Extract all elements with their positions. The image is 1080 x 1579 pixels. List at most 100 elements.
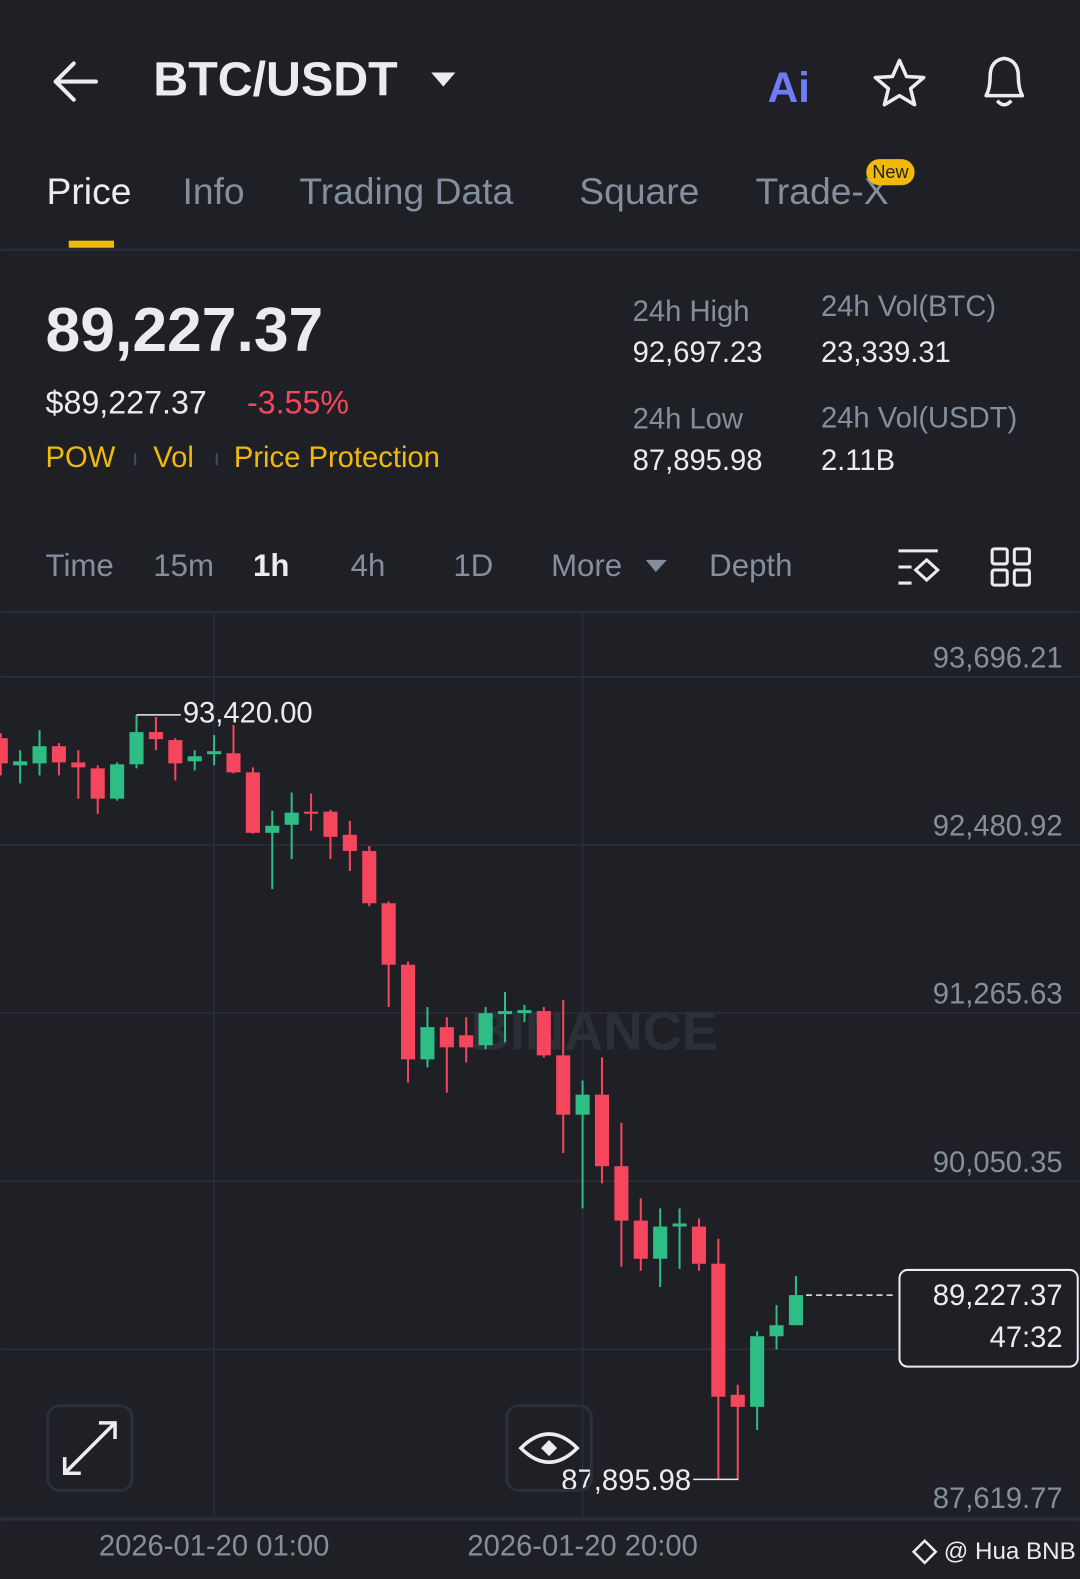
stat-value: 23,339.31 xyxy=(821,337,951,369)
last-price-box xyxy=(898,1268,1079,1368)
visibility-icon xyxy=(518,1432,580,1464)
visibility-button[interactable] xyxy=(505,1404,593,1492)
y-tick-label: 90,050.35 xyxy=(933,1147,1063,1179)
candle-body xyxy=(691,1226,707,1264)
interval[interactable]: 1D xyxy=(453,548,493,583)
candle-body xyxy=(0,738,8,764)
stat-value: 2.11B xyxy=(821,445,895,477)
last-price-label: 89,227.37 xyxy=(933,1280,1063,1312)
favorite-button[interactable] xyxy=(873,58,926,107)
candle-body xyxy=(672,1223,687,1227)
tab[interactable]: Info xyxy=(183,170,245,212)
candle-body xyxy=(769,1325,784,1337)
x-tick-label: 2026-01-20 01:00 xyxy=(99,1531,329,1563)
stat-label: 24h Vol(USDT) xyxy=(821,403,1017,435)
candle-body xyxy=(711,1263,726,1397)
y-tick-label: 92,480.92 xyxy=(933,810,1063,842)
y-tick-label: 91,265.63 xyxy=(933,979,1063,1011)
ai-button[interactable]: Ai xyxy=(768,64,810,111)
candle-body xyxy=(110,764,125,799)
candle-body xyxy=(497,1011,513,1015)
candle-body xyxy=(265,825,280,833)
fullscreen-icon xyxy=(62,1421,117,1476)
countdown: 47:32 xyxy=(990,1322,1063,1354)
credit: @ Hua BNB xyxy=(944,1538,1076,1565)
watermark: BINANCE xyxy=(471,1001,719,1062)
interval[interactable]: Time xyxy=(46,548,114,583)
layout-button[interactable] xyxy=(990,547,1031,587)
tab-indicator xyxy=(68,240,115,248)
candle-body xyxy=(575,1094,590,1115)
stat-value: 87,895.98 xyxy=(633,445,763,477)
fiat-price: $89,227.37 xyxy=(46,384,207,420)
interval[interactable]: 15m xyxy=(153,548,214,583)
visibility-icon xyxy=(541,1440,558,1457)
candle-body xyxy=(187,756,202,762)
candle-body xyxy=(400,964,416,1060)
candle-body xyxy=(594,1094,610,1167)
candle-body xyxy=(90,768,105,799)
interval[interactable]: 4h xyxy=(351,548,386,583)
tag[interactable]: Vol xyxy=(153,442,194,474)
candle-body xyxy=(323,811,338,837)
candle-body xyxy=(32,746,47,764)
separator xyxy=(134,453,137,466)
alert-button[interactable] xyxy=(984,56,1025,107)
x-tick-label: 2026-01-20 20:00 xyxy=(467,1531,697,1563)
pair-title[interactable]: BTC/USDT xyxy=(153,52,397,106)
candle-body xyxy=(284,812,299,825)
candle-body xyxy=(788,1295,803,1326)
price-change: -3.55% xyxy=(247,384,349,420)
logo xyxy=(911,1538,938,1565)
candle-body xyxy=(362,850,377,904)
more-dropdown[interactable] xyxy=(645,559,667,572)
back-button[interactable] xyxy=(53,61,98,102)
last-price: 89,227.37 xyxy=(46,295,324,365)
candle-body xyxy=(556,1055,571,1115)
candle-body xyxy=(478,1013,493,1046)
stat-label: 24h Vol(BTC) xyxy=(821,291,996,323)
candle-body xyxy=(536,1011,551,1056)
candle-body xyxy=(71,762,86,768)
pair-dropdown[interactable] xyxy=(431,72,456,87)
max-label: 93,420.00 xyxy=(183,698,313,730)
candle-body xyxy=(633,1220,648,1259)
tag[interactable]: POW xyxy=(46,442,116,474)
candle-body xyxy=(226,753,241,773)
interval[interactable]: 1h xyxy=(253,548,289,583)
candle-body xyxy=(653,1226,668,1259)
min-label: 87,895.98 xyxy=(561,1465,691,1497)
y-tick-label: 87,619.77 xyxy=(933,1483,1063,1515)
candle-body xyxy=(148,732,163,740)
candle-body xyxy=(342,834,357,851)
candle-body xyxy=(51,746,66,763)
candlestick-chart: BINANCE 93,696.21 92,480.92 91,265.63 90,050… xyxy=(0,612,1080,1563)
interval[interactable]: Depth xyxy=(709,548,792,583)
stat-value: 92,697.23 xyxy=(633,337,763,369)
candle-body xyxy=(420,1027,435,1060)
candle-body xyxy=(13,761,28,766)
candle-body xyxy=(245,772,260,833)
candle-body xyxy=(459,1035,474,1048)
separator xyxy=(215,453,218,466)
badge xyxy=(866,159,915,186)
candle-body xyxy=(304,811,319,814)
badge-text: New xyxy=(872,162,909,182)
tab[interactable]: Trade-X xyxy=(756,170,889,212)
indicator-button[interactable] xyxy=(898,549,938,585)
interval[interactable]: More xyxy=(551,548,622,583)
candle-body xyxy=(439,1027,454,1048)
candle-body xyxy=(129,732,144,765)
candle-body xyxy=(750,1336,765,1407)
stat-label: 24h High xyxy=(633,296,750,328)
candle-body xyxy=(207,751,222,755)
indicator-icon xyxy=(913,557,941,583)
tab[interactable]: Square xyxy=(579,170,699,212)
candle-body xyxy=(517,1010,532,1014)
tab[interactable]: Price xyxy=(47,170,132,212)
stat-label: 24h Low xyxy=(633,404,744,436)
tab[interactable]: Trading Data xyxy=(299,170,513,212)
tag[interactable]: Price Protection xyxy=(234,442,440,474)
y-tick-label: 93,696.21 xyxy=(933,642,1063,674)
